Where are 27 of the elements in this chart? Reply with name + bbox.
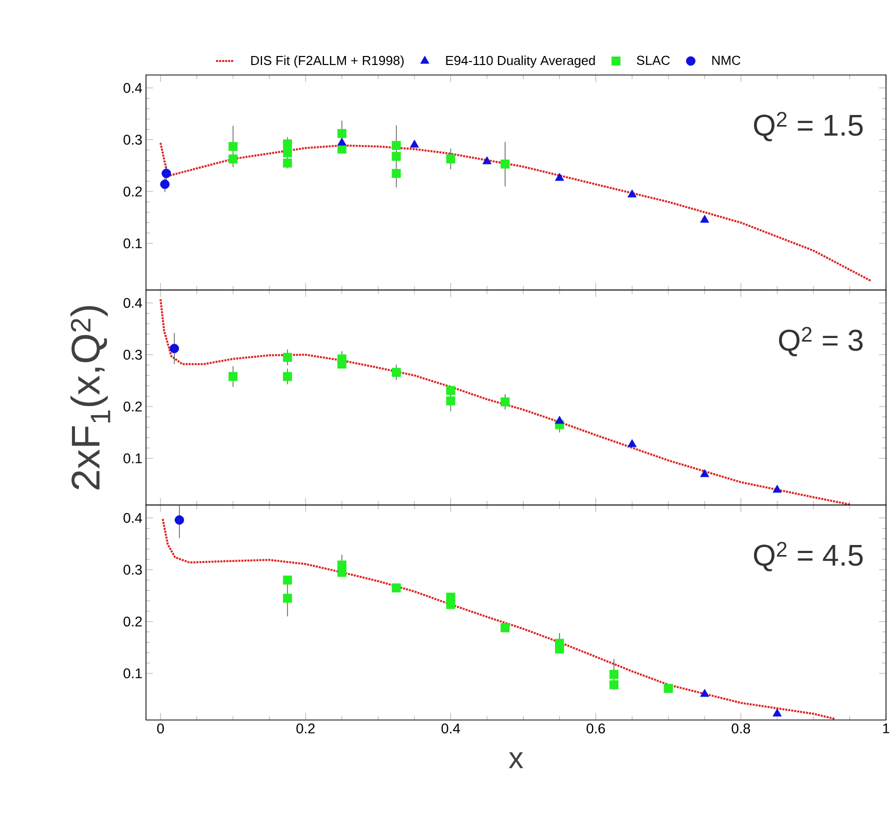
y-tick-label: 0.3: [124, 564, 142, 575]
y-tick-label: 0.4: [124, 512, 142, 523]
y-tick-label: 0.2: [124, 186, 142, 197]
y-tick-label: 0.1: [124, 238, 142, 248]
x-tick-label: 0: [157, 724, 164, 734]
legend-label: SLAC: [636, 56, 670, 65]
legend-label: NMC: [712, 56, 740, 65]
annotation: Q$^{2}$ = 1.5: [754, 112, 863, 142]
y-tick-label: 0.3: [124, 350, 142, 360]
annotation: Q$^{2}$ = 3: [779, 326, 863, 356]
x-axis-title: x: [508, 752, 524, 768]
x-tick-label: 0.6: [586, 724, 605, 734]
y-axis-title: 2xF$_{1}$(x,Q$^{2}$): [70, 306, 110, 490]
x-tick-label: 0.2: [296, 724, 315, 734]
legend-label: E94-110 Duality Averaged: [446, 56, 595, 68]
y-tick-label: 0.1: [124, 668, 142, 678]
y-tick-label: 0.2: [124, 616, 142, 627]
y-tick-label: 0.3: [124, 134, 142, 145]
x-tick-label: 1: [883, 724, 890, 734]
y-tick-label: 0.4: [124, 82, 142, 93]
annotation: Q$^{2}$ = 4.5: [754, 542, 863, 572]
y-tick-label: 0.1: [124, 453, 142, 464]
y-tick-label: 0.4: [124, 298, 142, 308]
y-tick-label: 0.2: [124, 402, 142, 412]
x-tick-label: 0.8: [732, 724, 750, 734]
legend-label: DIS Fit (F2ALLM + R1998): [251, 56, 404, 68]
x-tick-label: 0.4: [442, 724, 460, 734]
